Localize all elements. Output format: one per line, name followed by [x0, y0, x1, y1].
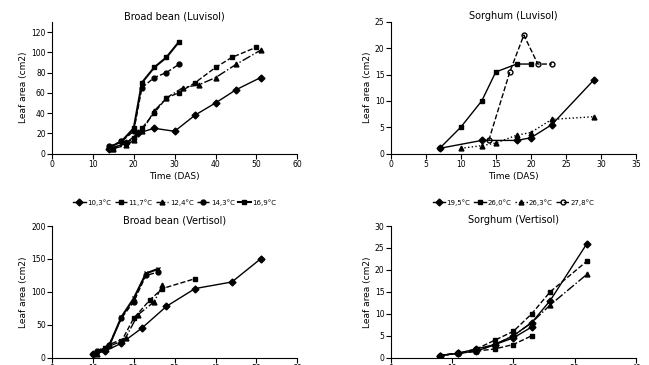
- Legend: 10,3°C, 11,7°C, 12,4°C, 14,3°C, 16,9°C: 10,3°C, 11,7°C, 12,4°C, 14,3°C, 16,9°C: [73, 199, 276, 206]
- Title: Sorghum (Vertisol): Sorghum (Vertisol): [468, 215, 559, 225]
- Y-axis label: Leaf area (cm2): Leaf area (cm2): [363, 52, 372, 123]
- Title: Broad bean (Vertisol): Broad bean (Vertisol): [123, 215, 227, 225]
- Y-axis label: Leaf area (cm2): Leaf area (cm2): [19, 52, 29, 123]
- X-axis label: Time (DAS): Time (DAS): [488, 172, 539, 181]
- Title: Broad bean (Luvisol): Broad bean (Luvisol): [124, 11, 225, 21]
- Legend: 19,5°C, 26,0°C, 26,3°C, 27,8°C: 19,5°C, 26,0°C, 26,3°C, 27,8°C: [433, 199, 594, 206]
- Y-axis label: Leaf area (cm2): Leaf area (cm2): [363, 256, 372, 328]
- Y-axis label: Leaf area (cm2): Leaf area (cm2): [19, 256, 29, 328]
- Title: Sorghum (Luvisol): Sorghum (Luvisol): [469, 11, 557, 21]
- X-axis label: Time (DAS): Time (DAS): [149, 172, 200, 181]
